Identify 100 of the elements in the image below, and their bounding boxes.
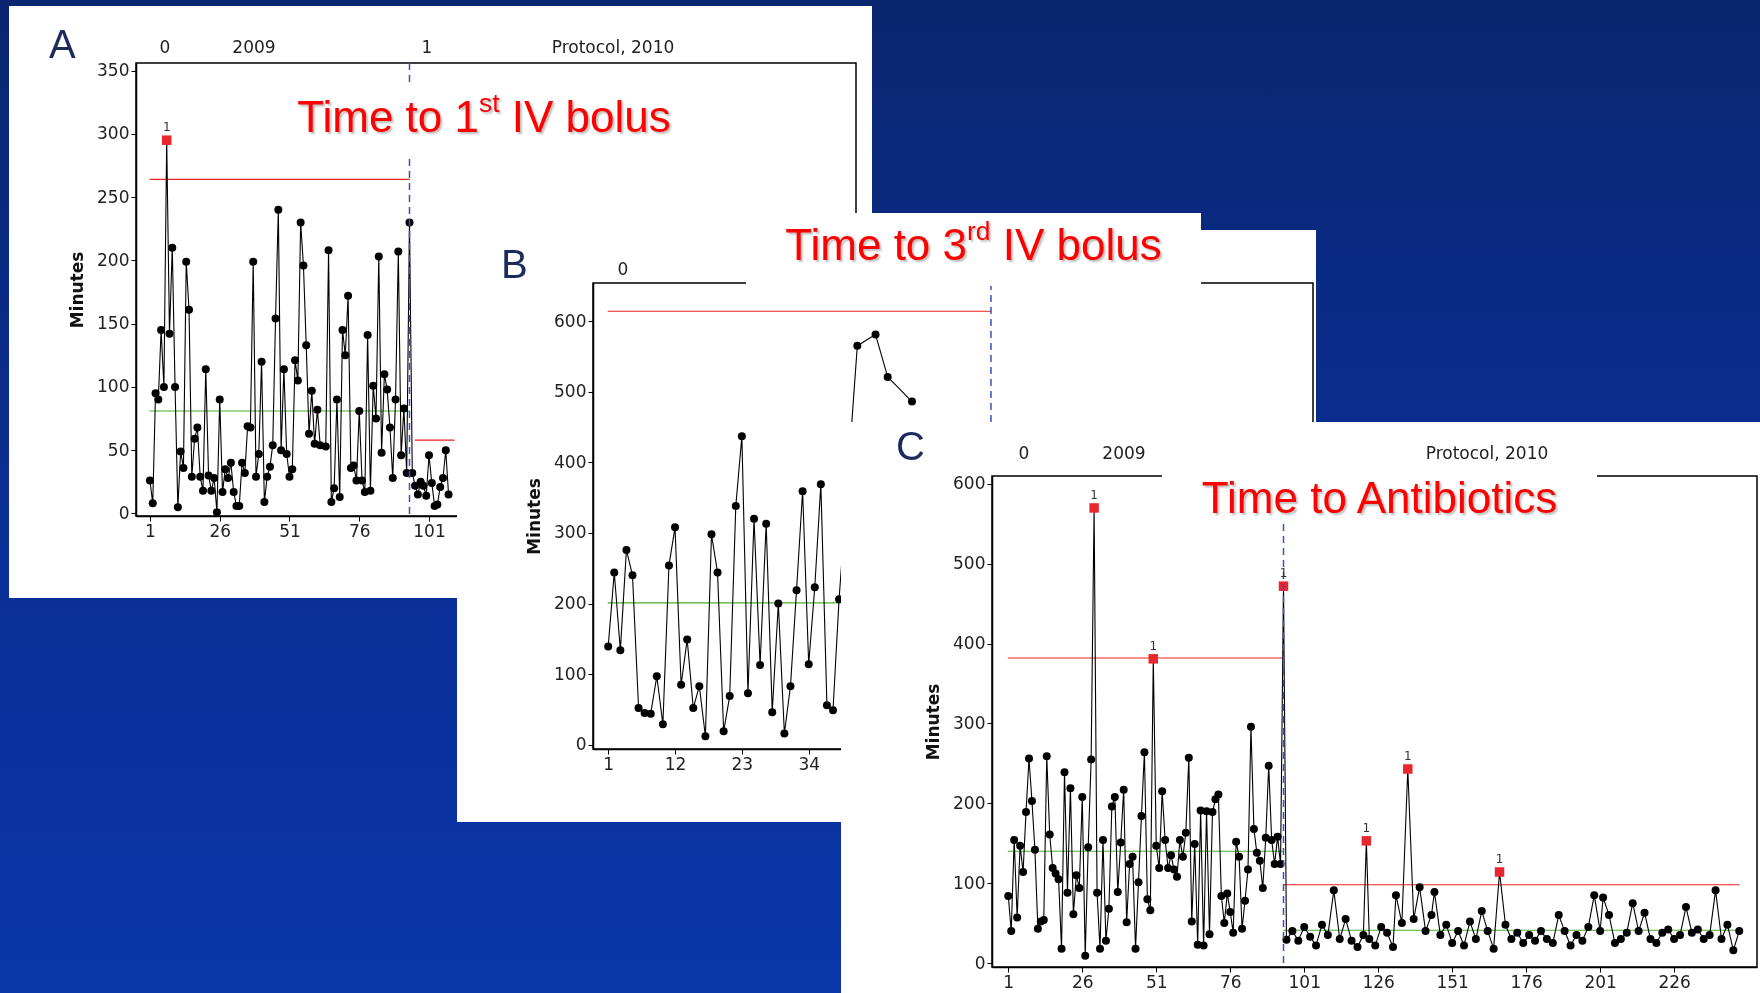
x-tick-label: 176 — [1510, 971, 1543, 992]
x-tick-label: 34 — [798, 753, 821, 774]
x-tick-label: 76 — [348, 520, 371, 541]
y-tick-label: 300 — [953, 713, 986, 733]
text: Time to 1$^{st}$ IV bolus — [264, 85, 704, 157]
point — [646, 709, 655, 718]
point — [907, 397, 916, 406]
point — [731, 502, 740, 511]
point — [798, 487, 807, 496]
point — [774, 599, 783, 608]
y-tick-label: 150 — [97, 313, 130, 334]
x-tick-label: 1 — [1003, 971, 1015, 992]
y-tick-label: 500 — [953, 553, 986, 574]
point — [804, 660, 813, 669]
y-tick-label: 0 — [118, 502, 130, 523]
text: 0 — [159, 36, 171, 57]
annotation: 1 — [1279, 566, 1288, 581]
point — [664, 561, 673, 570]
x-tick-label: 101 — [1288, 971, 1321, 992]
x-tick-label: 51 — [279, 520, 301, 541]
point — [883, 372, 892, 381]
point — [658, 720, 667, 729]
y-tick-label: 400 — [953, 633, 986, 654]
point — [750, 514, 759, 523]
y-tick-label: 200 — [554, 593, 587, 614]
x-tick-label: 23 — [731, 753, 754, 774]
point — [616, 646, 625, 655]
annotation: 1 — [1495, 851, 1504, 866]
point — [628, 571, 637, 580]
text: Protocol, 2010 — [1425, 442, 1549, 463]
y-tick-label: 50 — [107, 439, 130, 460]
y-tick-label: 600 — [953, 473, 986, 494]
point — [622, 545, 631, 554]
x-tick-label: 26 — [1071, 971, 1094, 992]
x-tick-label: 201 — [1584, 971, 1617, 992]
point — [786, 682, 795, 691]
annotation: 1 — [1362, 820, 1371, 835]
x-tick-label: 226 — [1658, 971, 1691, 992]
point — [810, 583, 819, 592]
point — [762, 519, 771, 528]
point — [719, 727, 728, 736]
point — [695, 682, 704, 691]
point — [604, 642, 613, 651]
y-tick-label: 100 — [953, 872, 986, 893]
x-tick-label: 1 — [603, 753, 615, 774]
y-axis-title: Minutes — [923, 683, 944, 761]
point — [822, 701, 831, 710]
point — [634, 704, 643, 713]
y-tick-label: 0 — [974, 952, 986, 973]
text: A — [49, 22, 76, 66]
chart-title: Time to Antibiotics — [1162, 466, 1597, 524]
annotation: 0 — [617, 258, 629, 279]
point — [725, 692, 734, 701]
point — [677, 680, 686, 689]
point — [829, 706, 837, 715]
text: 1 — [421, 36, 433, 57]
y-tick-label: 200 — [953, 792, 986, 813]
annotation: 1 — [1149, 638, 1158, 653]
y-tick-label: 100 — [97, 376, 130, 397]
y-tick-label: 100 — [554, 663, 587, 684]
x-tick-label: 151 — [1436, 971, 1469, 992]
point — [816, 480, 825, 489]
x-tick-label: 126 — [1362, 971, 1395, 992]
annotation: 1 — [162, 120, 171, 135]
y-tick-label: 500 — [554, 381, 587, 402]
point — [792, 586, 801, 595]
y-tick-label: 250 — [97, 186, 130, 207]
point — [610, 568, 619, 577]
x-tick-label: 51 — [1145, 971, 1168, 992]
y-axis-title: Minutes — [524, 478, 545, 555]
annotation: 1 — [1090, 487, 1098, 502]
y-tick-label: 400 — [554, 451, 587, 472]
point — [671, 523, 680, 532]
y-tick-label: 300 — [554, 522, 587, 543]
x-tick-label: 1 — [145, 520, 156, 541]
chart-title: Time to 3$^{rd}$ IV bolus — [746, 213, 1201, 286]
text: Protocol, 2010 — [551, 36, 675, 57]
point — [652, 672, 661, 681]
annotation: C — [896, 424, 925, 468]
x-tick-label: 26 — [209, 520, 232, 541]
point — [737, 432, 746, 441]
point — [780, 729, 789, 738]
point — [853, 341, 862, 350]
y-tick-label: 350 — [97, 60, 130, 81]
point — [713, 568, 722, 577]
point — [768, 708, 777, 717]
y-axis-title: Minutes — [67, 251, 88, 329]
annotation: 2009 — [1102, 442, 1146, 463]
point — [683, 635, 692, 644]
point — [701, 732, 710, 741]
y-tick-label: 300 — [97, 123, 130, 144]
point — [743, 689, 752, 698]
x-tick-label: 101 — [413, 520, 446, 541]
point — [756, 660, 765, 669]
point — [689, 704, 698, 713]
annotation: 0 — [1018, 442, 1030, 463]
x-tick-label: 12 — [664, 753, 687, 774]
text: 2009 — [232, 36, 276, 57]
point — [707, 530, 716, 539]
point — [871, 330, 880, 339]
